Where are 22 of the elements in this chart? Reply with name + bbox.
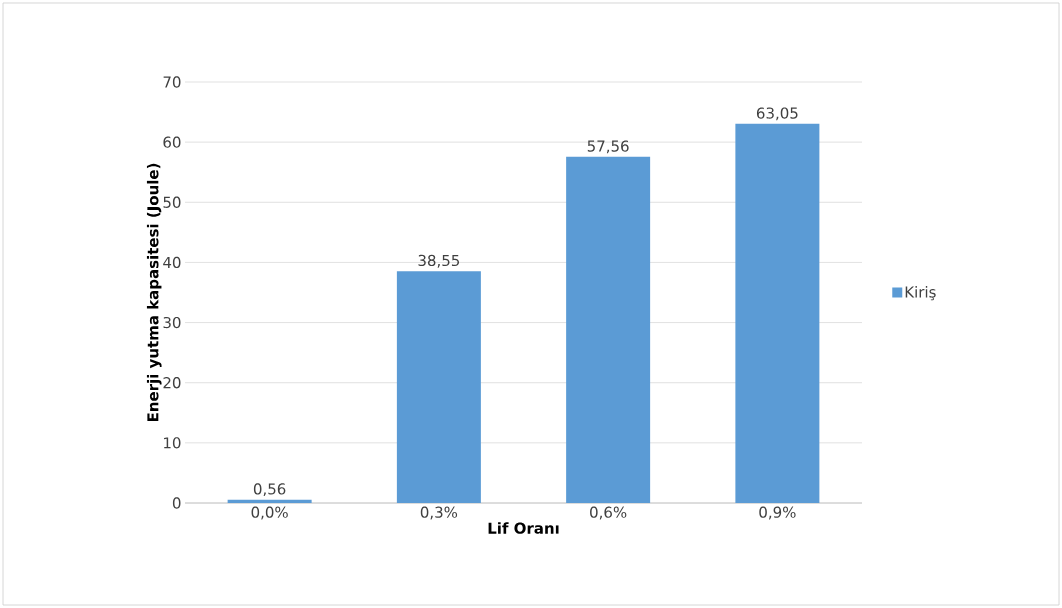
bar <box>566 156 651 503</box>
data-label: 63,05 <box>756 107 798 121</box>
y-tick-label: 20 <box>163 377 181 389</box>
y-tick-label: 0 <box>172 497 181 509</box>
y-tick-label: 30 <box>163 316 181 329</box>
legend-label: Kiriş <box>905 286 936 301</box>
y-tick-label: 50 <box>163 196 181 208</box>
x-axis-title: Lif Oranı <box>488 522 559 534</box>
x-tick-label: 0,9% <box>759 506 796 520</box>
x-tick-label: 0,6% <box>590 506 627 520</box>
bar <box>735 123 820 503</box>
data-label: 0,56 <box>253 483 286 497</box>
bar <box>396 271 481 503</box>
y-tick-label: 60 <box>163 136 181 148</box>
data-label: 57,56 <box>587 140 629 154</box>
y-tick-label: 40 <box>163 256 181 269</box>
x-tick-label: 0,3% <box>420 506 458 520</box>
data-label: 38,55 <box>418 254 460 268</box>
y-axis-title: Enerji yutma kapasitesi (Joule) <box>146 163 162 422</box>
y-tick-label: 70 <box>163 76 181 88</box>
x-tick-label: 0,0% <box>251 506 288 520</box>
y-tick-label: 10 <box>164 437 181 449</box>
